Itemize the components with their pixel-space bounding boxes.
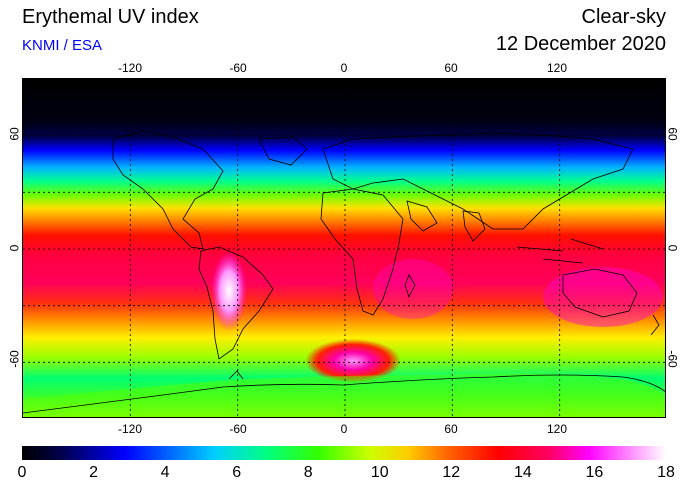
andes-high-uv bbox=[211, 251, 247, 331]
colorbar-tick: 6 bbox=[232, 464, 242, 481]
date-label: 12 December 2020 bbox=[495, 33, 666, 55]
uv-map-canvas bbox=[23, 79, 665, 417]
product-label: Clear-sky bbox=[581, 6, 666, 28]
colorbar-tick: 18 bbox=[657, 464, 675, 481]
colorbar-tick: 2 bbox=[89, 464, 99, 481]
colorbar-tick: 14 bbox=[513, 464, 532, 481]
colorbar bbox=[22, 446, 666, 460]
lon-tick-top: 0 bbox=[340, 61, 348, 75]
map-title: Erythemal UV index bbox=[22, 6, 199, 28]
lat-tick-right: -60 bbox=[665, 350, 680, 368]
lat-tick-left: 0 bbox=[7, 244, 22, 252]
antarctica-region bbox=[23, 373, 665, 417]
lat-tick-left: 60 bbox=[7, 127, 22, 141]
colorbar-gradient bbox=[22, 446, 666, 460]
lon-tick-bottom: 60 bbox=[444, 422, 458, 436]
lon-tick-top: 60 bbox=[444, 61, 458, 75]
lon-tick-bottom: -120 bbox=[117, 422, 143, 436]
colorbar-tick: 0 bbox=[17, 464, 27, 481]
colorbar-tick: 8 bbox=[303, 464, 313, 481]
colorbar-tick: 16 bbox=[585, 464, 604, 481]
lon-tick-bottom: 0 bbox=[340, 422, 348, 436]
lat-tick-right: 0 bbox=[665, 244, 680, 252]
uv-index-map bbox=[22, 78, 666, 418]
lat-tick-left: -60 bbox=[7, 350, 22, 368]
coastlines bbox=[23, 130, 665, 414]
graticule bbox=[23, 79, 665, 417]
credit-label: KNMI / ESA bbox=[22, 37, 103, 54]
lon-tick-top: -120 bbox=[117, 61, 143, 75]
colorbar-tick: 10 bbox=[370, 464, 389, 481]
lon-tick-bottom: 120 bbox=[546, 422, 568, 436]
ozone-anomaly bbox=[305, 339, 401, 383]
colorbar-tick: 12 bbox=[442, 464, 461, 481]
lon-tick-top: 120 bbox=[546, 61, 568, 75]
lat-tick-right: 60 bbox=[665, 127, 680, 141]
colorbar-tick: 4 bbox=[160, 464, 170, 481]
lon-tick-top: -60 bbox=[229, 61, 247, 75]
australia-high-uv bbox=[543, 267, 663, 327]
lon-tick-bottom: -60 bbox=[229, 422, 247, 436]
